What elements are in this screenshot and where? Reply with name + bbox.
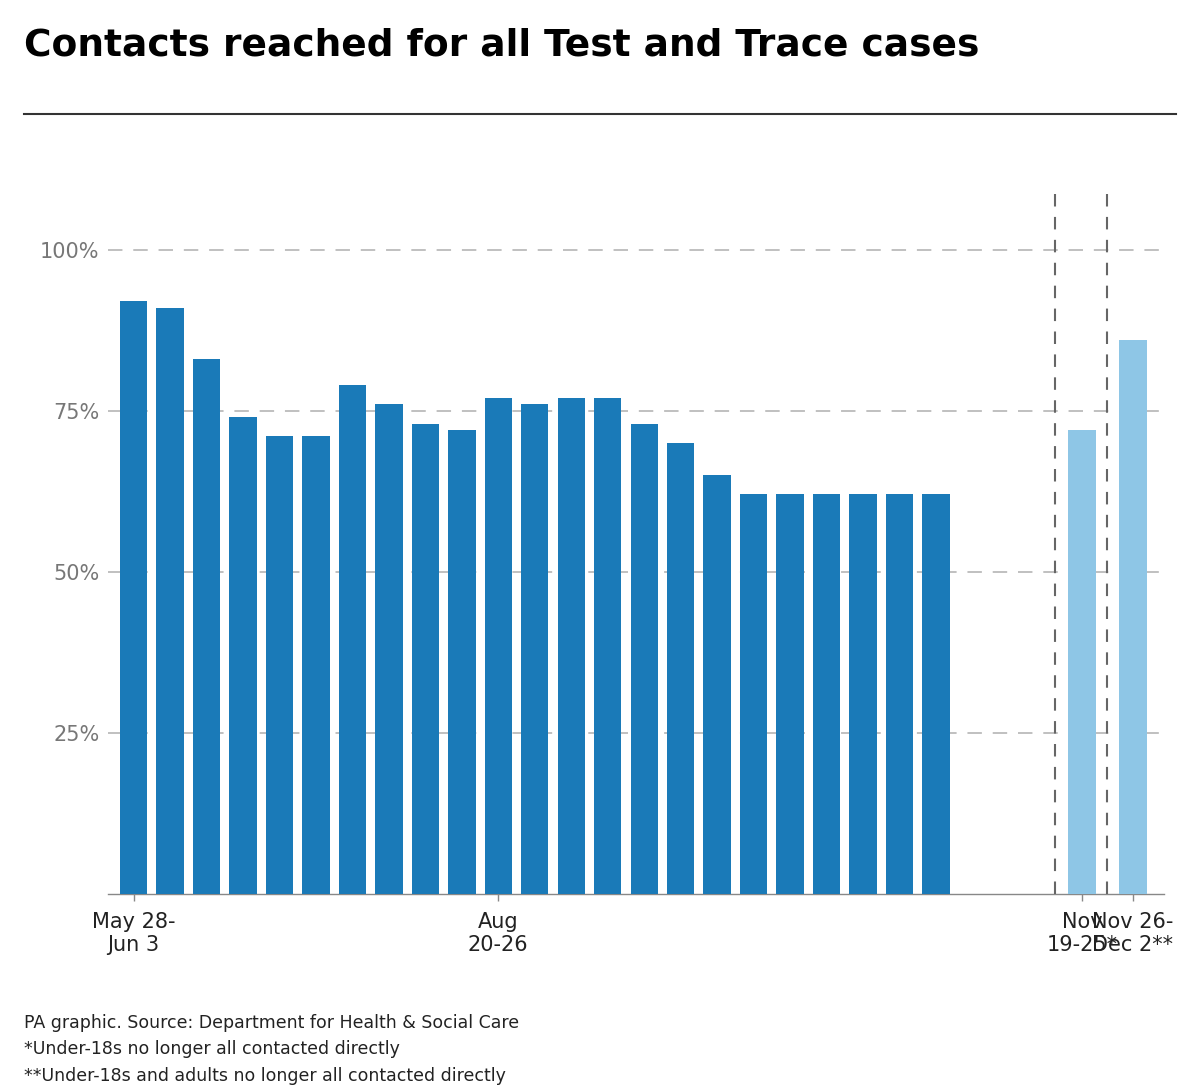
- Bar: [265, 436, 293, 894]
- Bar: [1068, 431, 1096, 894]
- Bar: [412, 424, 439, 894]
- Text: Contacts reached for all Test and Trace cases: Contacts reached for all Test and Trace …: [24, 27, 979, 63]
- Bar: [193, 360, 220, 894]
- Bar: [1120, 340, 1147, 894]
- Bar: [302, 436, 330, 894]
- Bar: [850, 495, 877, 894]
- Bar: [156, 307, 184, 894]
- Bar: [594, 398, 622, 894]
- Text: PA graphic. Source: Department for Health & Social Care
*Under-18s no longer all: PA graphic. Source: Department for Healt…: [24, 1014, 520, 1085]
- Bar: [703, 475, 731, 894]
- Bar: [229, 417, 257, 894]
- Bar: [448, 431, 475, 894]
- Bar: [776, 495, 804, 894]
- Bar: [630, 424, 658, 894]
- Bar: [886, 495, 913, 894]
- Bar: [338, 385, 366, 894]
- Bar: [521, 404, 548, 894]
- Bar: [376, 404, 402, 894]
- Bar: [558, 398, 584, 894]
- Bar: [923, 495, 949, 894]
- Bar: [485, 398, 512, 894]
- Bar: [812, 495, 840, 894]
- Bar: [740, 495, 767, 894]
- Bar: [120, 301, 148, 894]
- Bar: [667, 443, 695, 894]
